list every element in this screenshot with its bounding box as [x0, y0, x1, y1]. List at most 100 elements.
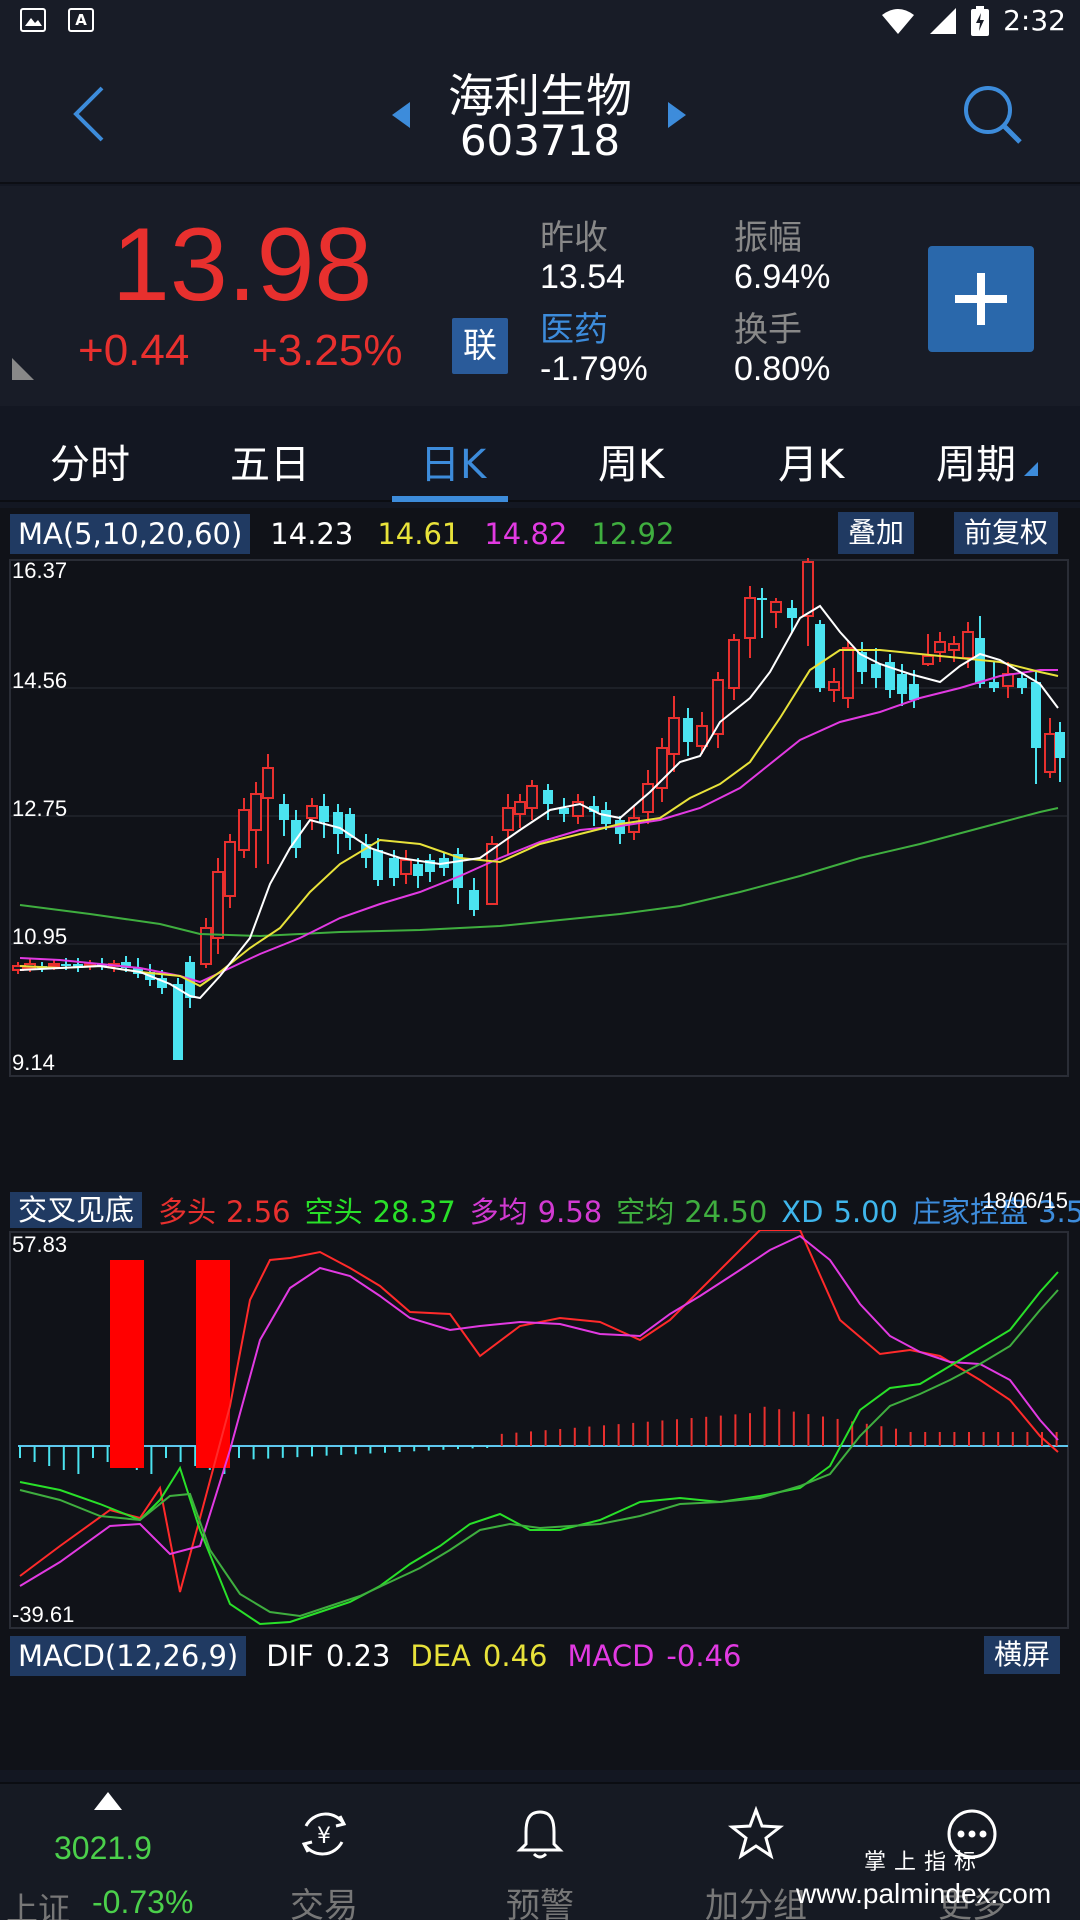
candle-body: [1017, 678, 1027, 688]
amplitude-value: 6.94%: [734, 258, 831, 296]
signal-chart[interactable]: 57.83 -39.61: [0, 1230, 1080, 1630]
ma60-line: [19, 807, 1059, 938]
linked-badge[interactable]: 联: [452, 318, 508, 374]
next-stock-icon[interactable]: [664, 100, 688, 130]
candle-body: [400, 859, 412, 875]
turnover-label: 换手: [734, 310, 802, 350]
candle-body: [333, 812, 343, 834]
tab-period[interactable]: 周期: [936, 442, 1016, 488]
candle-body: [61, 964, 71, 966]
candle-body: [345, 814, 355, 838]
y-label-3: 12.75: [12, 796, 67, 821]
search-icon[interactable]: [960, 82, 1026, 148]
nav-alert[interactable]: 预警: [440, 1784, 640, 1920]
candle-body: [728, 639, 740, 689]
index-name: 上证: [6, 1890, 71, 1920]
macd-indicator-name[interactable]: MACD(12,26,9): [10, 1636, 247, 1676]
candle-body: [757, 598, 767, 600]
candle-body: [857, 652, 867, 672]
prev-close-value: 13.54: [540, 258, 626, 296]
nav-trade[interactable]: ¥ 交易: [224, 1784, 424, 1920]
nav-more[interactable]: 更多: [872, 1784, 1072, 1920]
kline-chart[interactable]: 16.37 14.56 12.75 10.95 9.14: [0, 558, 1080, 1078]
tab-five-day[interactable]: 五日: [230, 442, 310, 488]
signal-item-value: 24.50: [684, 1195, 768, 1229]
nav-add-group[interactable]: 加分组: [656, 1784, 856, 1920]
overlay-button[interactable]: 叠加: [838, 512, 915, 554]
candle-body: [948, 643, 960, 651]
candle-body: [262, 767, 274, 799]
tab-weekly-k[interactable]: 周K: [598, 442, 665, 488]
stock-code: 603718: [459, 116, 621, 165]
candle-body: [502, 807, 514, 831]
watermark-url: www.palmindex.com: [796, 1878, 1052, 1909]
candle-body: [486, 843, 498, 905]
price-change-pct: +3.25%: [252, 326, 403, 375]
yen-exchange-icon: ¥: [301, 1812, 347, 1856]
dif-value: 0.23: [325, 1639, 391, 1673]
landscape-button[interactable]: 横屏: [984, 1636, 1061, 1674]
y-label-1: 16.37: [12, 558, 67, 583]
tab-daily-k[interactable]: 日K: [420, 442, 487, 488]
candle-body: [373, 850, 383, 880]
candle-body: [572, 801, 584, 817]
signal-item-value: 5.00: [833, 1195, 899, 1229]
candle-body: [885, 662, 895, 690]
kdj-line-green: [19, 1271, 1059, 1626]
index-ticker[interactable]: 3021.9 上证 -0.73%: [0, 1784, 200, 1920]
candle-body: [306, 805, 318, 819]
candle-body: [543, 790, 553, 804]
expand-corner-icon[interactable]: [12, 358, 34, 380]
last-price: 13.98: [112, 207, 373, 323]
nav-trade-label: 交易: [290, 1886, 358, 1920]
candle-body: [909, 684, 919, 700]
date-label: 18/06/15: [982, 1188, 1068, 1213]
bell-icon: [516, 1810, 564, 1859]
candle-body: [212, 871, 224, 939]
tab-monthly-k[interactable]: 月K: [778, 442, 845, 488]
price-change: +0.44: [78, 326, 190, 375]
back-icon[interactable]: [66, 84, 114, 144]
candle-body: [319, 806, 329, 822]
candle-body: [526, 785, 538, 809]
buy-signal-bar-1: [110, 1260, 144, 1468]
nav-add-group-label: 加分组: [705, 1886, 807, 1920]
dif-line-red: [19, 1230, 1059, 1593]
y-label-2: 14.56: [12, 668, 67, 693]
candle-body: [413, 864, 423, 876]
ma20-value: 14.82: [484, 517, 568, 551]
y-label-5: 9.14: [12, 1050, 55, 1075]
amplitude-label: 振幅: [734, 218, 802, 258]
signal-item-label: 庄家控盘: [912, 1195, 1029, 1229]
candle-body: [279, 804, 289, 820]
macd-label: MACD: [567, 1639, 655, 1673]
ma5-line: [19, 604, 1059, 1000]
period-tabs: 分时 五日 日K 周K 月K 周期: [0, 412, 1080, 502]
candle-body: [656, 747, 668, 789]
candle-body: [696, 725, 708, 747]
candle-body: [121, 962, 131, 968]
add-watchlist-button[interactable]: [928, 246, 1034, 352]
clock: 2:32: [1003, 4, 1066, 37]
ma10-line: [19, 649, 1059, 988]
prev-stock-icon[interactable]: [390, 100, 414, 130]
ma-indicator-name[interactable]: MA(5,10,20,60): [10, 514, 251, 554]
candle-body: [238, 809, 250, 851]
dea-line-magenta: [19, 1234, 1059, 1587]
candle-body: [934, 641, 946, 653]
candle-body: [12, 965, 24, 971]
period-dropdown-icon: [1024, 462, 1038, 476]
index-change: -0.73%: [92, 1884, 194, 1920]
chart-area[interactable]: MA(5,10,20,60) 14.23 14.61 14.82 12.92 叠…: [0, 508, 1080, 1770]
candle-body: [802, 561, 814, 617]
quote-panel: 13.98 +0.44 +3.25% 联 昨收 13.54 医药 -1.79% …: [0, 186, 1080, 406]
signal-item-label: XD: [781, 1195, 824, 1229]
price-adjust-button[interactable]: 前复权: [954, 512, 1059, 554]
signal-item-label: 多均: [469, 1195, 528, 1229]
tab-intraday[interactable]: 分时: [50, 442, 130, 488]
candle-body: [224, 841, 236, 897]
kdj-line-olive: [19, 1289, 1059, 1618]
signal-item-label: 空头: [304, 1195, 363, 1229]
sector-link[interactable]: 医药: [540, 310, 608, 350]
signal-indicator-name[interactable]: 交叉见底: [10, 1192, 143, 1228]
